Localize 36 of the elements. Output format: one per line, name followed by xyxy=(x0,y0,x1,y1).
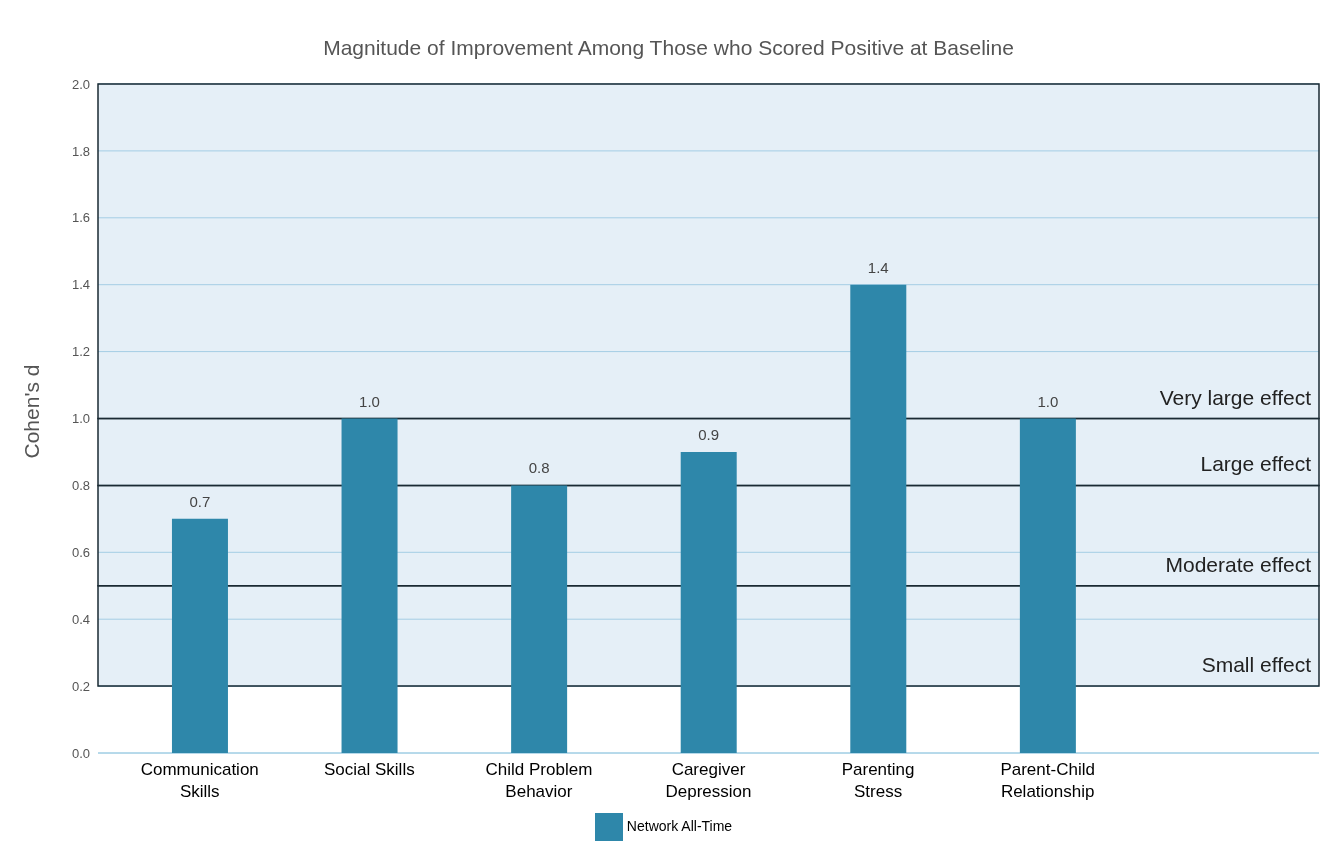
bar xyxy=(341,418,398,753)
band-label: Moderate effect xyxy=(1165,552,1312,576)
band-label: Small effect xyxy=(1201,653,1312,677)
chart-title: Magnitude of Improvement Among Those who Scored Positive at Baseline xyxy=(322,36,1015,60)
y-tick-label: 0.4 xyxy=(71,611,90,627)
data-label: 0.7 xyxy=(189,492,211,510)
y-tick-label: 1.0 xyxy=(71,411,90,427)
y-axis-title: Cohen's d xyxy=(20,364,44,459)
y-tick-label: 0.2 xyxy=(71,678,90,694)
data-label: 1.0 xyxy=(359,392,380,410)
band-label: Very large effect xyxy=(1159,385,1312,409)
x-tick-label: Parent-Child Relationship xyxy=(1000,760,1095,801)
data-label: 0.8 xyxy=(528,459,550,477)
x-tick-label: Parenting Stress xyxy=(841,760,915,801)
y-tick-label: 1.6 xyxy=(71,210,90,226)
band-label: Large effect xyxy=(1200,452,1312,476)
y-tick-label: 1.8 xyxy=(71,143,90,159)
y-tick-label: 0.6 xyxy=(71,544,90,560)
x-tick-label: Social Skills xyxy=(323,760,415,779)
data-label: 1.4 xyxy=(867,258,889,276)
bar xyxy=(171,518,228,753)
y-tick-label: 0.8 xyxy=(71,478,90,494)
y-tick-label: 2.0 xyxy=(71,76,90,92)
x-tick-label: Caregiver Depression xyxy=(665,760,752,801)
bar xyxy=(680,451,737,753)
y-tick-label: 1.2 xyxy=(71,344,90,360)
data-label: 0.9 xyxy=(698,425,720,443)
y-tick-label: 1.4 xyxy=(71,277,90,293)
x-tick-label: Communication Skills xyxy=(140,760,259,801)
x-tick-label: Child Problem Behavior xyxy=(485,760,593,801)
bar xyxy=(511,485,568,753)
bar xyxy=(850,284,907,753)
data-label: 1.0 xyxy=(1037,392,1059,410)
bar xyxy=(1019,418,1076,753)
y-tick-label: 0.0 xyxy=(71,745,90,761)
legend-label: Network All-Time xyxy=(626,817,733,834)
